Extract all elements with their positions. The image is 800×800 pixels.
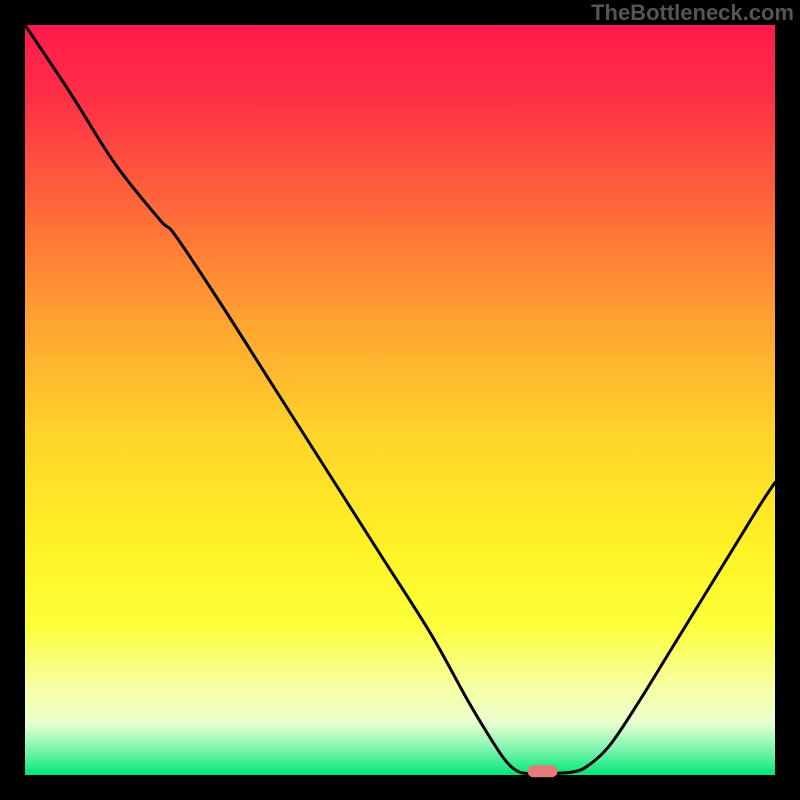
optimum-marker	[528, 765, 558, 777]
watermark-label: TheBottleneck.com	[591, 0, 794, 26]
chart-root: TheBottleneck.com	[0, 0, 800, 800]
chart-svg	[0, 0, 800, 800]
